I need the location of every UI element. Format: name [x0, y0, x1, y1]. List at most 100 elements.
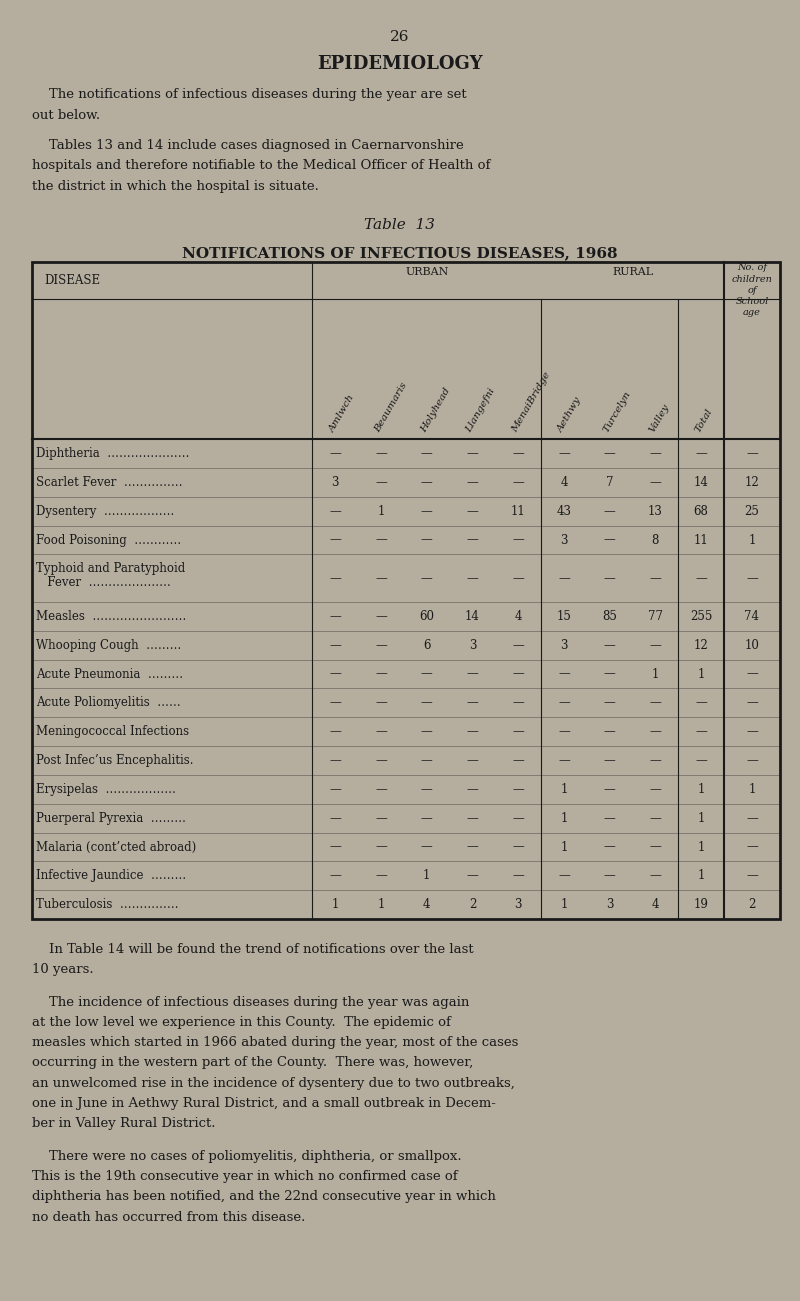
Text: 3: 3: [514, 898, 522, 911]
Text: —: —: [604, 755, 615, 768]
Text: 4: 4: [514, 610, 522, 623]
Text: 74: 74: [745, 610, 759, 623]
Text: —: —: [330, 505, 342, 518]
Text: —: —: [746, 725, 758, 738]
Text: —: —: [330, 783, 342, 796]
Text: —: —: [650, 869, 662, 882]
Text: —: —: [650, 812, 662, 825]
Text: 12: 12: [745, 476, 759, 489]
Bar: [32, 262, 780, 919]
Text: —: —: [558, 869, 570, 882]
Text: —: —: [604, 639, 615, 652]
Text: —: —: [512, 696, 524, 709]
Text: —: —: [650, 725, 662, 738]
Text: —: —: [746, 812, 758, 825]
Text: 1: 1: [423, 869, 430, 882]
Text: —: —: [695, 448, 707, 461]
Text: Measles  ……………………: Measles ……………………: [36, 610, 186, 623]
Text: diphtheria has been notified, and the 22nd consecutive year in which: diphtheria has been notified, and the 22…: [32, 1190, 496, 1203]
Text: —: —: [466, 571, 478, 584]
Text: —: —: [375, 639, 387, 652]
Text: —: —: [746, 869, 758, 882]
Text: —: —: [466, 869, 478, 882]
Text: —: —: [421, 571, 433, 584]
Text: no death has occurred from this disease.: no death has occurred from this disease.: [32, 1210, 306, 1223]
Text: Meningococcal Infections: Meningococcal Infections: [36, 725, 189, 738]
Text: —: —: [512, 812, 524, 825]
Text: —: —: [746, 448, 758, 461]
Text: Typhoid and Paratyphoid: Typhoid and Paratyphoid: [36, 562, 186, 575]
Text: —: —: [558, 448, 570, 461]
Text: 13: 13: [648, 505, 662, 518]
Text: Food Poisoning  …………: Food Poisoning …………: [36, 533, 182, 546]
Text: 2: 2: [748, 898, 756, 911]
Text: 11: 11: [511, 505, 526, 518]
Text: 1: 1: [560, 898, 567, 911]
Text: Acute Poliomyelitis  ……: Acute Poliomyelitis ……: [36, 696, 181, 709]
Text: 4: 4: [560, 476, 568, 489]
Text: 7: 7: [606, 476, 614, 489]
Text: 12: 12: [694, 639, 709, 652]
Text: —: —: [512, 755, 524, 768]
Text: 255: 255: [690, 610, 712, 623]
Text: Aethwy: Aethwy: [556, 396, 583, 433]
Text: MenaiBridge: MenaiBridge: [510, 371, 552, 433]
Text: 1: 1: [560, 783, 567, 796]
Text: —: —: [466, 667, 478, 680]
Text: —: —: [375, 783, 387, 796]
Text: —: —: [421, 696, 433, 709]
Text: —: —: [604, 696, 615, 709]
Text: Malaria (cont’cted abroad): Malaria (cont’cted abroad): [36, 840, 196, 853]
Text: —: —: [421, 812, 433, 825]
Text: —: —: [330, 667, 342, 680]
Text: —: —: [558, 696, 570, 709]
Text: 3: 3: [560, 533, 568, 546]
Text: —: —: [466, 448, 478, 461]
Text: —: —: [421, 448, 433, 461]
Text: —: —: [466, 755, 478, 768]
Text: —: —: [421, 840, 433, 853]
Text: 14: 14: [465, 610, 480, 623]
Text: 6: 6: [423, 639, 430, 652]
Text: Infective Jaundice  ………: Infective Jaundice ………: [36, 869, 186, 882]
Text: ber in Valley Rural District.: ber in Valley Rural District.: [32, 1116, 215, 1129]
Text: —: —: [421, 667, 433, 680]
Text: 1: 1: [698, 812, 705, 825]
Text: —: —: [375, 533, 387, 546]
Text: —: —: [375, 610, 387, 623]
Text: Total: Total: [694, 407, 714, 433]
Text: The incidence of infectious diseases during the year was again: The incidence of infectious diseases dur…: [32, 995, 470, 1008]
Text: 1: 1: [698, 667, 705, 680]
Text: 11: 11: [694, 533, 709, 546]
Text: —: —: [466, 696, 478, 709]
Text: —: —: [421, 533, 433, 546]
Text: Scarlet Fever  ……………: Scarlet Fever ……………: [36, 476, 182, 489]
Text: EPIDEMIOLOGY: EPIDEMIOLOGY: [317, 55, 483, 73]
Text: —: —: [512, 571, 524, 584]
Text: —: —: [421, 725, 433, 738]
Text: Tuberculosis  ……………: Tuberculosis ……………: [36, 898, 178, 911]
Text: 15: 15: [557, 610, 571, 623]
Text: —: —: [512, 840, 524, 853]
Text: There were no cases of poliomyelitis, diphtheria, or smallpox.: There were no cases of poliomyelitis, di…: [32, 1150, 462, 1163]
Text: —: —: [330, 639, 342, 652]
Text: No. of
children
of
School
age: No. of children of School age: [731, 263, 772, 317]
Text: —: —: [330, 696, 342, 709]
Text: —: —: [330, 571, 342, 584]
Text: —: —: [421, 476, 433, 489]
Text: —: —: [604, 725, 615, 738]
Text: —: —: [746, 571, 758, 584]
Text: 3: 3: [560, 639, 568, 652]
Text: —: —: [375, 869, 387, 882]
Text: an unwelcomed rise in the incidence of dysentery due to two outbreaks,: an unwelcomed rise in the incidence of d…: [32, 1076, 515, 1089]
Text: —: —: [695, 725, 707, 738]
Text: —: —: [746, 840, 758, 853]
Text: one in June in Aethwy Rural District, and a small outbreak in Decem-: one in June in Aethwy Rural District, an…: [32, 1097, 496, 1110]
Text: DISEASE: DISEASE: [44, 275, 100, 286]
Text: —: —: [466, 812, 478, 825]
Text: —: —: [466, 725, 478, 738]
Text: 1: 1: [748, 533, 756, 546]
Text: —: —: [604, 533, 615, 546]
Text: —: —: [650, 696, 662, 709]
Text: —: —: [604, 571, 615, 584]
